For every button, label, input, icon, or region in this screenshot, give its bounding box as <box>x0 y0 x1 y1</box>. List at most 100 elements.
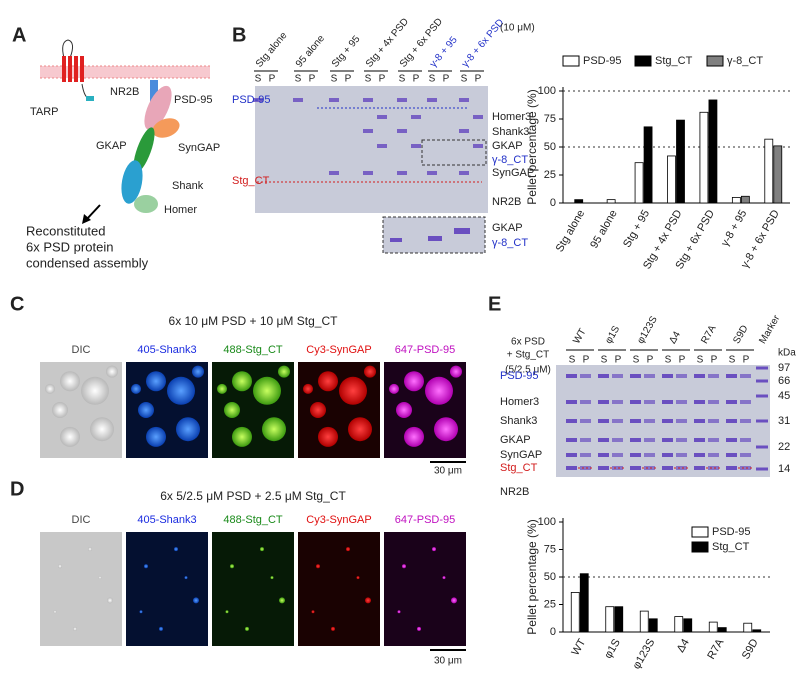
lane-label: Stg alone <box>254 30 290 70</box>
gel-band <box>644 400 655 404</box>
gel-band <box>566 466 577 470</box>
bar <box>773 145 783 204</box>
marker-band <box>756 467 768 471</box>
gel-band <box>427 98 437 102</box>
band-label: Homer3 <box>492 111 531 123</box>
gel-band <box>580 466 591 470</box>
fraction-label: S <box>255 74 262 85</box>
y-tick-label: 100 <box>538 85 556 97</box>
band-label: Shank3 <box>492 126 529 138</box>
gel-band <box>397 129 407 133</box>
bar <box>574 199 584 204</box>
gel-band <box>253 98 263 102</box>
gel-band <box>566 419 577 423</box>
bar <box>683 618 693 633</box>
psd95 <box>144 85 172 131</box>
fraction-label: S <box>729 355 736 366</box>
condition: + Stg_CT <box>507 350 550 361</box>
schematic-label: SynGAP <box>178 142 220 154</box>
fraction-label: S <box>399 74 406 85</box>
bar <box>743 622 753 633</box>
fraction-label: S <box>461 74 468 85</box>
gel-band <box>363 98 373 102</box>
marker-band <box>756 394 768 398</box>
marker-band <box>756 445 768 449</box>
bar <box>674 616 684 633</box>
gel-band <box>740 466 751 470</box>
droplet <box>316 564 320 569</box>
droplet <box>167 376 195 405</box>
droplet <box>144 564 148 569</box>
droplet <box>417 626 421 631</box>
gel-band <box>708 419 719 423</box>
schematic <box>40 39 210 224</box>
droplet <box>232 426 252 447</box>
legend-label: Stg_CT <box>712 541 750 553</box>
gel-band <box>580 438 591 442</box>
droplet <box>232 371 252 392</box>
gel-band <box>694 400 705 404</box>
fraction-label: P <box>269 74 276 85</box>
droplet <box>88 547 92 552</box>
droplet <box>60 426 80 447</box>
gel-band <box>644 374 655 378</box>
gel-band <box>726 419 737 423</box>
gel-band <box>580 453 591 457</box>
gel-band <box>630 466 641 470</box>
gel-band <box>726 438 737 442</box>
droplet <box>279 597 285 604</box>
panel-label: A <box>12 24 26 46</box>
gel-band <box>708 374 719 378</box>
gel-band <box>662 466 673 470</box>
droplet <box>365 597 371 604</box>
x-tick-label: 95 alone <box>588 208 620 251</box>
gel-inset <box>382 216 486 254</box>
gel-band <box>662 400 673 404</box>
y-tick-label: 50 <box>544 571 556 583</box>
droplet <box>432 547 436 552</box>
gel-band <box>598 453 609 457</box>
marker-size: 31 <box>778 415 790 427</box>
legend-swatch <box>634 55 652 67</box>
gel-band <box>566 453 577 457</box>
gel-band <box>363 171 373 175</box>
fraction-label: P <box>309 74 316 85</box>
droplet <box>224 402 240 418</box>
gel-band <box>676 466 687 470</box>
marker-size: 66 <box>778 375 790 387</box>
concentration: (10 μM) <box>500 23 535 34</box>
droplet <box>138 402 154 418</box>
gel-band <box>329 171 339 175</box>
tarp-helix <box>62 56 66 82</box>
fraction-label: S <box>429 74 436 85</box>
schematic-label: NR2B <box>110 86 139 98</box>
droplet <box>192 365 204 378</box>
fraction-label: S <box>331 74 338 85</box>
gel-band <box>676 419 687 423</box>
gel-band <box>694 419 705 423</box>
x-tick-label: Δ4 <box>675 637 692 655</box>
droplet <box>364 365 376 378</box>
droplet <box>131 383 141 394</box>
y-axis-label: Pellet percentage (%) <box>525 519 539 634</box>
fraction-label: S <box>601 355 608 366</box>
droplet <box>404 426 424 447</box>
bar <box>708 621 718 633</box>
gel-band <box>740 438 751 442</box>
bar <box>579 573 589 633</box>
micrograph <box>126 532 208 646</box>
micrograph <box>212 532 294 646</box>
x-tick-label: Stg + 95 <box>621 208 652 250</box>
fraction-label: P <box>679 355 686 366</box>
legend-label: PSD-95 <box>583 55 622 67</box>
schematic-label: Shank <box>172 180 204 192</box>
y-tick-label: 25 <box>544 598 556 610</box>
gel-band <box>566 374 577 378</box>
gel-band <box>377 144 387 148</box>
gel-band <box>411 115 421 119</box>
bar <box>643 126 653 204</box>
gel-band <box>428 236 442 241</box>
panel-title: 6x 10 μM PSD + 10 μM Stg_CT <box>169 314 339 328</box>
